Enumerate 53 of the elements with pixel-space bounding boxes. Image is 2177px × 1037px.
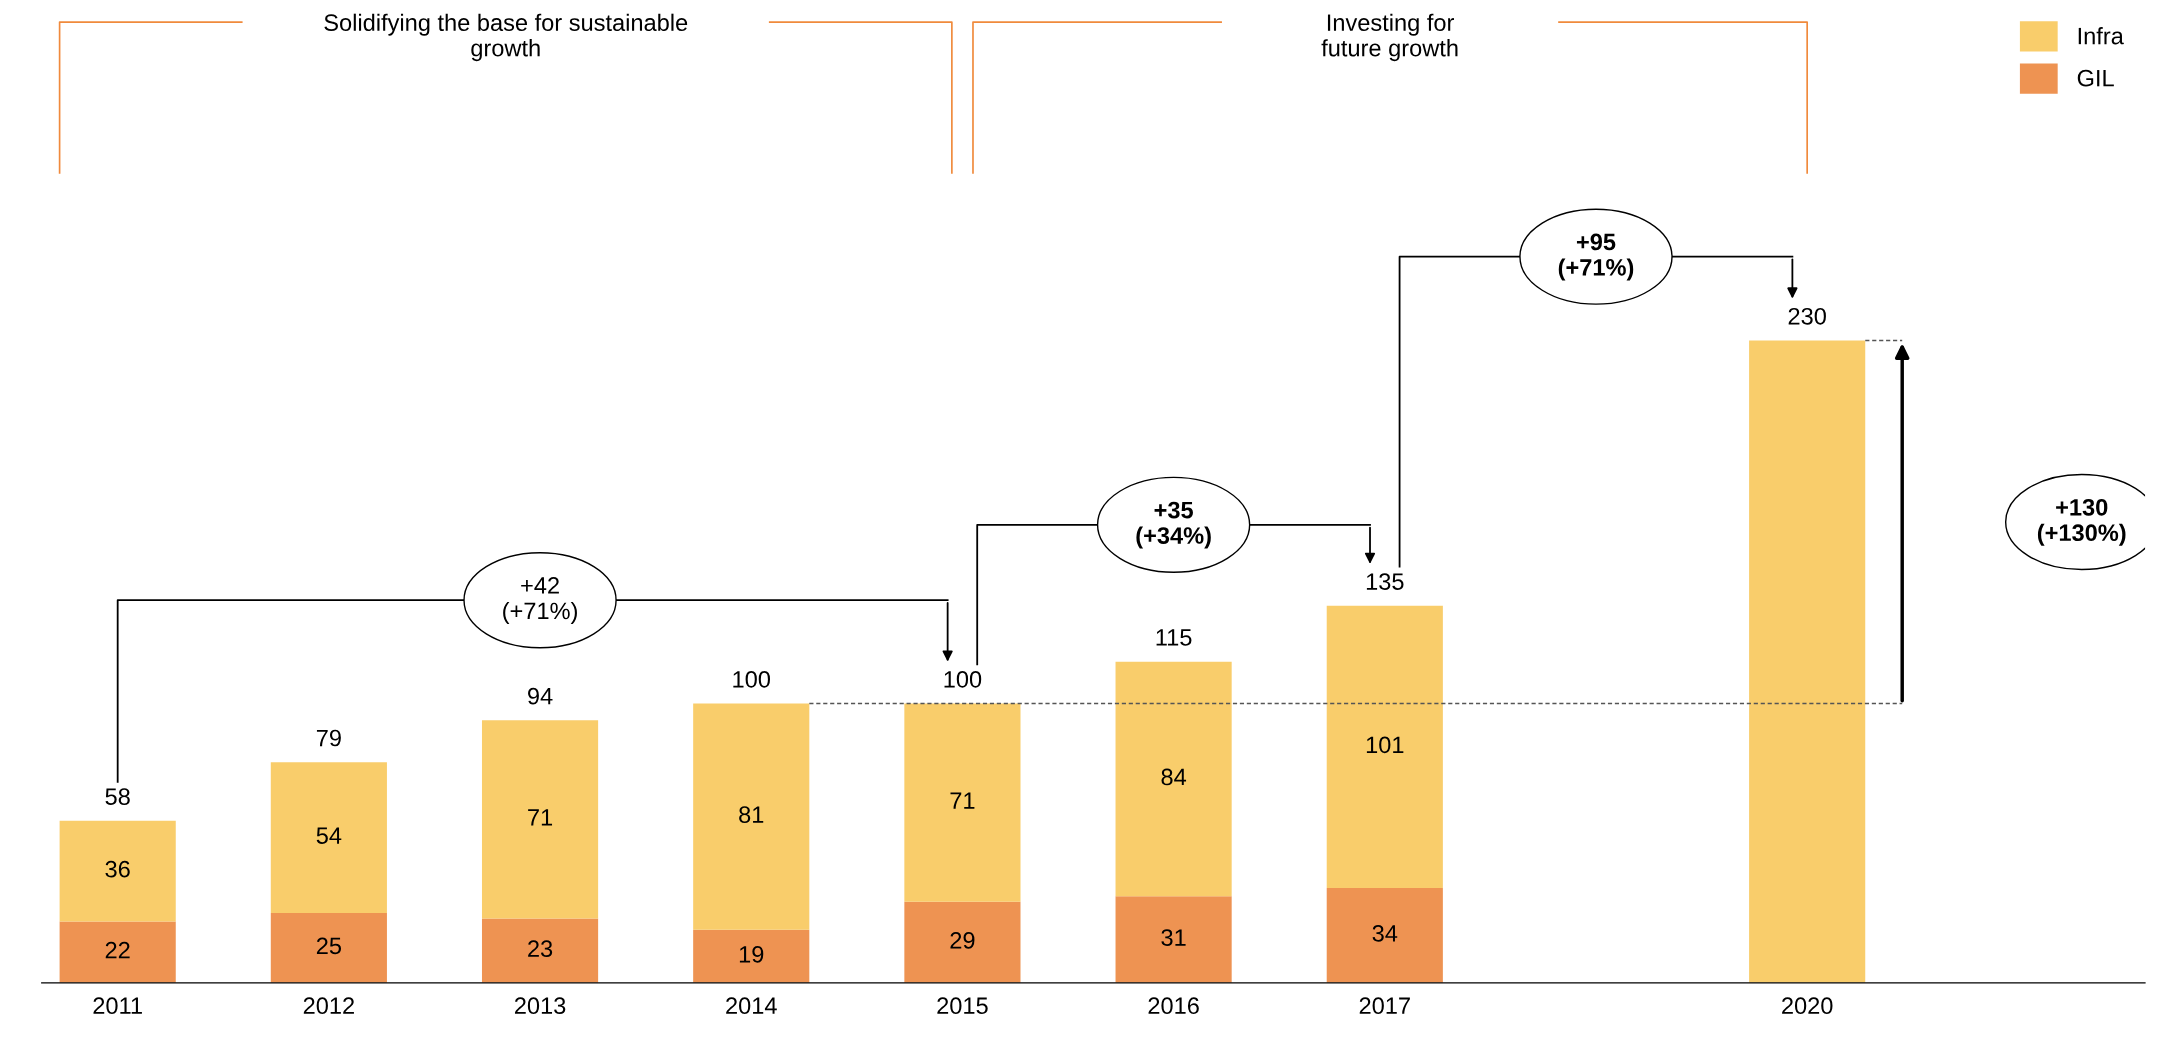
x-tick-label: 2015 [937,997,988,1015]
data-label: 81 [739,806,764,824]
total-label: 79 [316,729,341,747]
total-label: 100 [733,671,771,688]
data-label: 84 [1161,768,1187,786]
annotation: +42 (+71%) [503,577,577,624]
text: +130 (+130%) [2037,498,2126,546]
x-tick-label: 2013 [514,997,566,1015]
data-label: 36 [105,860,130,878]
bar [481,918,599,983]
annotation: +35 (+34%) [1136,501,1211,549]
bar [904,901,1021,983]
data-label: 34 [1372,925,1398,942]
x-tick-label: 2020 [1782,997,1833,1015]
data-label: 25 [316,937,342,955]
bar [59,820,176,922]
data-label: 19 [739,945,764,963]
bar [1115,896,1232,983]
bar [481,720,599,919]
total-label: 58 [105,788,130,806]
bar [693,929,810,983]
x-tick-label: 2012 [303,997,354,1015]
data-label: 22 [105,941,130,959]
total-label: 135 [1366,573,1404,590]
x-tick-label: 2017 [1359,997,1410,1015]
bar [693,703,810,930]
data-label: 54 [316,827,342,844]
total-label: 94 [528,687,553,705]
x-tick-label: 2011 [93,997,142,1015]
legend-label: Infra [2078,27,2124,45]
legend-label: GIL [2077,69,2114,87]
text: +95 (+71%) [1558,233,1634,281]
data-label: 31 [1161,929,1186,946]
bar [270,913,387,983]
x-tick-label: 2014 [726,997,777,1015]
bar [1115,661,1232,897]
data-label: 29 [950,931,975,949]
total-label: 230 [1788,307,1826,325]
data-label: 101 [1366,736,1404,754]
bar [904,703,1021,902]
bar [59,921,176,983]
bar [1749,340,1866,983]
data-label: 71 [950,792,975,809]
bar [1326,887,1443,983]
data-label: 23 [528,940,553,958]
text: Investing for future growth [1321,13,1458,62]
bar [1326,605,1443,888]
text: Solidifying the base for sustainable growth [324,13,688,62]
total-label: 115 [1156,629,1192,646]
bar [270,762,387,914]
x-tick-label: 2016 [1148,997,1199,1015]
total-label: 100 [944,671,982,688]
data-label: 71 [528,809,553,826]
